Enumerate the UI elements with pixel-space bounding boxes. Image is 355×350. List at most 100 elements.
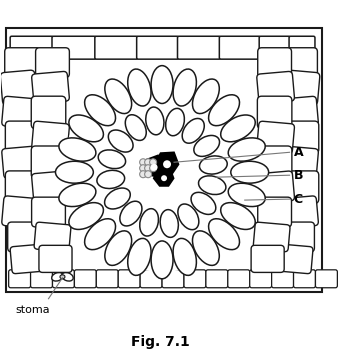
- FancyBboxPatch shape: [282, 48, 317, 78]
- Ellipse shape: [198, 176, 226, 195]
- FancyBboxPatch shape: [316, 270, 337, 288]
- Circle shape: [149, 165, 157, 172]
- Ellipse shape: [209, 219, 240, 250]
- Text: Fig. 7.1: Fig. 7.1: [131, 335, 190, 349]
- FancyBboxPatch shape: [10, 36, 53, 59]
- FancyBboxPatch shape: [276, 244, 313, 274]
- Ellipse shape: [55, 161, 93, 183]
- Ellipse shape: [231, 161, 269, 183]
- FancyBboxPatch shape: [272, 270, 294, 288]
- FancyBboxPatch shape: [5, 48, 40, 78]
- FancyBboxPatch shape: [8, 222, 42, 252]
- Ellipse shape: [120, 201, 142, 226]
- FancyBboxPatch shape: [257, 96, 292, 129]
- FancyBboxPatch shape: [2, 146, 39, 178]
- FancyBboxPatch shape: [140, 270, 162, 288]
- Ellipse shape: [194, 135, 219, 156]
- Ellipse shape: [97, 170, 125, 189]
- Circle shape: [140, 171, 147, 178]
- FancyBboxPatch shape: [281, 146, 318, 178]
- Ellipse shape: [59, 138, 96, 161]
- Ellipse shape: [60, 275, 65, 279]
- FancyBboxPatch shape: [5, 171, 40, 203]
- Circle shape: [144, 171, 152, 178]
- Ellipse shape: [105, 188, 130, 209]
- FancyBboxPatch shape: [39, 245, 72, 272]
- Ellipse shape: [105, 231, 132, 265]
- FancyBboxPatch shape: [251, 245, 284, 272]
- FancyBboxPatch shape: [32, 121, 69, 153]
- FancyBboxPatch shape: [32, 71, 69, 104]
- Ellipse shape: [151, 66, 173, 104]
- Circle shape: [163, 160, 171, 168]
- Ellipse shape: [151, 241, 173, 279]
- FancyBboxPatch shape: [258, 197, 291, 227]
- FancyBboxPatch shape: [289, 36, 315, 59]
- Ellipse shape: [140, 209, 158, 236]
- FancyBboxPatch shape: [281, 222, 315, 252]
- FancyBboxPatch shape: [250, 270, 272, 288]
- FancyBboxPatch shape: [219, 36, 260, 59]
- Polygon shape: [146, 156, 164, 176]
- FancyBboxPatch shape: [118, 270, 140, 288]
- Text: B: B: [294, 169, 303, 182]
- Ellipse shape: [84, 95, 115, 126]
- FancyBboxPatch shape: [36, 48, 69, 78]
- FancyBboxPatch shape: [5, 121, 40, 154]
- Circle shape: [144, 159, 152, 166]
- FancyBboxPatch shape: [257, 171, 294, 203]
- Ellipse shape: [221, 203, 255, 230]
- Ellipse shape: [59, 183, 96, 206]
- Ellipse shape: [52, 273, 63, 281]
- FancyBboxPatch shape: [206, 270, 228, 288]
- Ellipse shape: [105, 79, 132, 114]
- FancyBboxPatch shape: [31, 146, 66, 178]
- Text: stoma: stoma: [16, 305, 50, 315]
- Ellipse shape: [108, 130, 133, 152]
- Circle shape: [62, 72, 262, 272]
- Ellipse shape: [182, 118, 204, 143]
- Ellipse shape: [125, 115, 146, 140]
- FancyBboxPatch shape: [284, 121, 319, 154]
- Circle shape: [140, 159, 147, 166]
- FancyBboxPatch shape: [34, 222, 71, 252]
- FancyBboxPatch shape: [294, 270, 316, 288]
- FancyBboxPatch shape: [0, 70, 37, 105]
- Circle shape: [140, 165, 147, 172]
- Ellipse shape: [192, 79, 219, 114]
- Ellipse shape: [128, 69, 151, 106]
- Ellipse shape: [178, 204, 199, 230]
- FancyBboxPatch shape: [96, 270, 118, 288]
- FancyBboxPatch shape: [284, 171, 319, 203]
- Ellipse shape: [128, 238, 151, 275]
- Ellipse shape: [228, 183, 265, 206]
- FancyBboxPatch shape: [2, 196, 39, 228]
- Ellipse shape: [221, 115, 255, 142]
- Ellipse shape: [173, 69, 196, 106]
- Ellipse shape: [200, 156, 227, 174]
- FancyBboxPatch shape: [53, 270, 75, 288]
- Ellipse shape: [228, 138, 265, 161]
- FancyBboxPatch shape: [2, 96, 39, 128]
- FancyBboxPatch shape: [31, 96, 66, 129]
- FancyBboxPatch shape: [253, 222, 290, 252]
- Ellipse shape: [192, 231, 219, 265]
- FancyBboxPatch shape: [281, 196, 318, 228]
- FancyBboxPatch shape: [259, 36, 290, 59]
- Ellipse shape: [173, 238, 196, 275]
- FancyBboxPatch shape: [257, 121, 294, 153]
- Circle shape: [151, 164, 158, 171]
- FancyBboxPatch shape: [52, 36, 96, 59]
- Ellipse shape: [146, 107, 164, 135]
- FancyBboxPatch shape: [257, 71, 294, 104]
- FancyBboxPatch shape: [257, 146, 292, 178]
- FancyBboxPatch shape: [75, 270, 96, 288]
- Circle shape: [149, 159, 157, 166]
- FancyBboxPatch shape: [137, 36, 179, 59]
- FancyBboxPatch shape: [162, 270, 184, 288]
- FancyBboxPatch shape: [32, 171, 69, 203]
- FancyBboxPatch shape: [95, 36, 138, 59]
- FancyBboxPatch shape: [178, 36, 220, 59]
- Ellipse shape: [69, 203, 103, 230]
- Ellipse shape: [62, 273, 73, 281]
